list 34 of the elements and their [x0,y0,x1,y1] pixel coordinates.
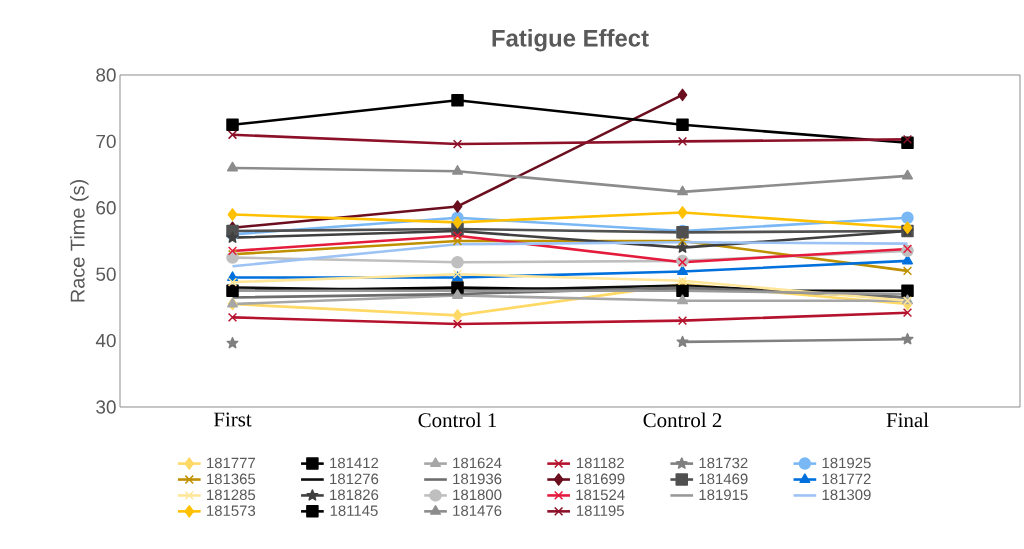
x-tick-label: Control 1 [418,412,497,428]
legend-label: 181777 [207,457,256,469]
legend-label: 181524 [576,489,625,501]
legend-label: 181826 [330,489,379,501]
chart-title: Fatigue Effect [492,29,649,52]
legend-label: 181309 [822,489,871,501]
legend-label: 181732 [699,457,748,469]
legend-label: 181800 [453,489,502,501]
x-tick-label: Control 2 [643,412,722,428]
legend-label: 181469 [699,473,748,485]
legend-label: 181182 [576,457,624,469]
legend-label: 181772 [822,473,871,485]
y-tick-label: 80 [96,68,116,82]
legend-label: 181936 [453,473,502,485]
legend-label: 181699 [576,473,625,485]
x-tick-label: Final [886,412,929,428]
y-tick-label: 30 [96,400,116,414]
y-tick-label: 70 [96,134,116,149]
legend-label: 181412 [330,457,379,469]
x-tick-label: First [213,412,252,427]
legend-label: 181276 [330,473,379,485]
y-axis-title: Race Time (s) [70,180,89,302]
legend-label: 181573 [207,505,256,516]
y-tick-label: 50 [96,267,116,281]
legend-label: 181915 [699,489,748,501]
legend-label: 181145 [330,505,378,516]
legend-label: 181476 [453,505,502,516]
y-tick-label: 60 [96,201,116,215]
legend-label: 181925 [822,457,871,469]
legend-label: 181195 [576,505,624,516]
legend-label: 181365 [207,473,256,485]
y-tick-label: 40 [95,333,116,348]
legend-label: 181285 [207,489,256,501]
legend-label: 181624 [453,457,502,469]
